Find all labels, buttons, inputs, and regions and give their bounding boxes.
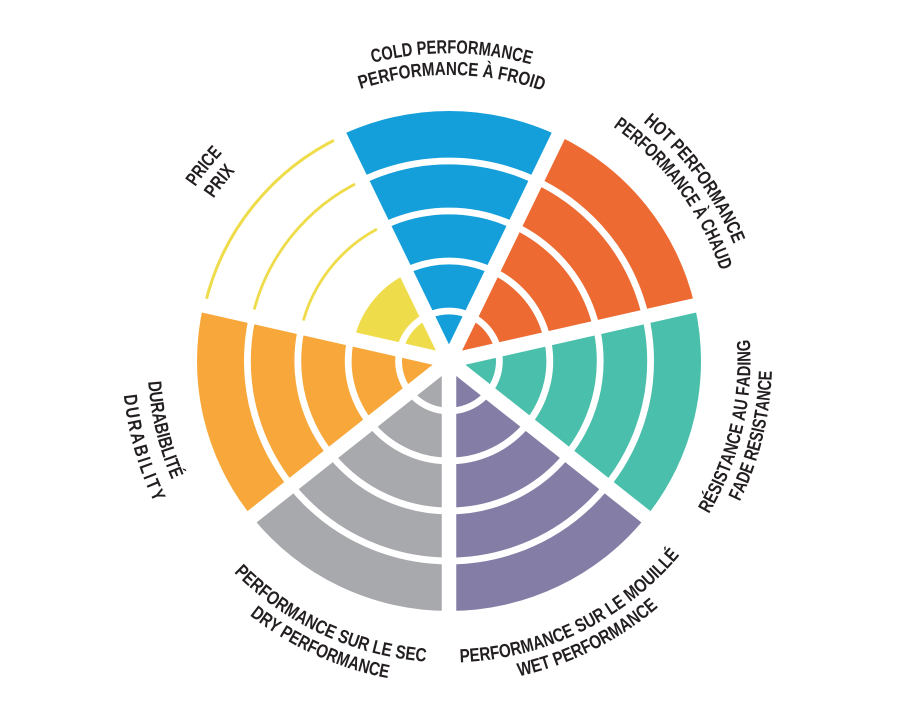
svg-text:A: A xyxy=(489,39,503,62)
svg-text:C: C xyxy=(457,57,469,80)
svg-text:I: I xyxy=(527,69,537,91)
svg-text:I: I xyxy=(133,454,155,465)
svg-text:L: L xyxy=(391,40,403,62)
svg-text:N: N xyxy=(734,351,755,362)
svg-text:E: E xyxy=(426,37,437,59)
svg-text:F: F xyxy=(447,36,456,57)
svg-text:C: C xyxy=(414,643,427,666)
svg-text:À: À xyxy=(481,59,495,82)
svg-text:F: F xyxy=(387,62,400,85)
svg-text:O: O xyxy=(516,66,533,90)
svg-text:P: P xyxy=(459,644,470,667)
svg-text:A: A xyxy=(733,375,755,387)
svg-text:M: M xyxy=(478,38,493,61)
svg-text:M: M xyxy=(421,58,435,81)
svg-text:E: E xyxy=(755,370,777,381)
svg-text:I: I xyxy=(152,431,173,440)
svg-text:C: C xyxy=(369,44,384,67)
svg-text:R: R xyxy=(123,418,147,434)
svg-text:D: D xyxy=(733,365,755,376)
svg-text:D: D xyxy=(144,380,166,393)
svg-text:E: E xyxy=(404,642,417,665)
svg-text:M: M xyxy=(518,633,536,658)
svg-text:R: R xyxy=(467,37,479,59)
svg-text:D: D xyxy=(119,393,142,407)
svg-text:A: A xyxy=(751,399,774,412)
svg-text:E: E xyxy=(377,660,391,683)
svg-text:I: I xyxy=(734,362,755,366)
svg-text:D: D xyxy=(400,39,413,62)
svg-text:U: U xyxy=(145,390,167,403)
svg-text:R: R xyxy=(478,642,492,665)
svg-text:O: O xyxy=(397,60,412,84)
svg-text:W: W xyxy=(515,656,535,681)
svg-text:R: R xyxy=(146,401,169,415)
svg-text:E: E xyxy=(725,422,748,436)
svg-text:O: O xyxy=(497,639,513,663)
svg-text:S: S xyxy=(748,417,771,431)
svg-text:F: F xyxy=(496,62,509,85)
svg-text:E: E xyxy=(380,637,395,661)
svg-text:C: C xyxy=(754,379,776,391)
svg-text:F: F xyxy=(488,641,501,664)
svg-text:U: U xyxy=(730,398,753,412)
svg-text:R: R xyxy=(505,63,521,87)
svg-text:I: I xyxy=(747,426,769,435)
svg-text:P: P xyxy=(416,37,428,59)
svg-text:E: E xyxy=(469,643,481,666)
svg-text:C: C xyxy=(510,43,525,66)
svg-text:A: A xyxy=(148,411,171,426)
svg-text:U: U xyxy=(121,405,145,419)
svg-text:O: O xyxy=(456,37,468,59)
svg-text:A: A xyxy=(126,430,150,446)
svg-text:I: I xyxy=(159,453,180,464)
svg-text:O: O xyxy=(379,42,394,65)
svg-text:B: B xyxy=(150,421,173,436)
svg-text:A: A xyxy=(434,57,446,79)
svg-text:C: C xyxy=(367,657,382,680)
svg-text:S: S xyxy=(394,640,408,663)
svg-text:I: I xyxy=(139,470,161,482)
svg-text:R: R xyxy=(436,36,447,58)
svg-text:R: R xyxy=(409,59,423,82)
svg-text:N: N xyxy=(446,57,457,79)
svg-text:N: N xyxy=(500,41,514,64)
svg-text:F: F xyxy=(732,385,754,396)
svg-text:G: G xyxy=(733,339,755,352)
svg-text:A: A xyxy=(728,408,751,422)
svg-text:E: E xyxy=(467,58,479,81)
svg-text:N: N xyxy=(753,389,775,402)
